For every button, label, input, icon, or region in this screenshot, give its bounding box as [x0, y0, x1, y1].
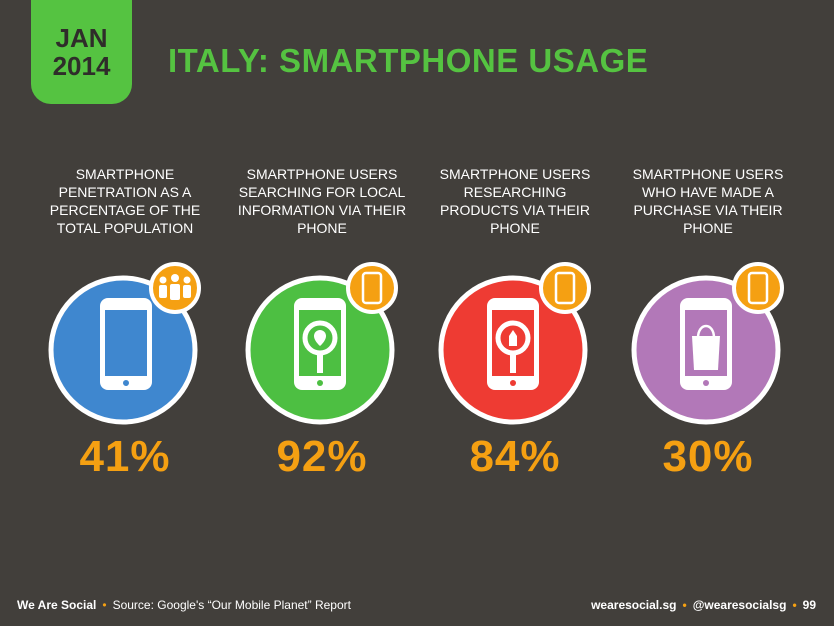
- stat-local-search: SMARTPHONE USERS SEARCHING FOR LOCAL INF…: [232, 165, 412, 481]
- stat-value: 84%: [469, 432, 561, 481]
- footer-brand: We Are Social: [17, 598, 97, 612]
- date-year: 2014: [52, 51, 111, 81]
- footer-site: wearesocial.sg: [591, 598, 677, 612]
- page-title: ITALY: SMARTPHONE USAGE: [168, 42, 649, 79]
- footer-source: We Are Social • Source: Google's “Our Mobi…: [17, 598, 351, 612]
- stat-product-research: SMARTPHONE USERS RESEARCHING PRODUCTS VI…: [425, 165, 605, 481]
- stat-penetration: SMARTPHONE PENETRATION AS A PERCENTAGE O…: [35, 165, 215, 481]
- footer-links: wearesocial.sg • @wearesocialsg • 99: [591, 598, 816, 612]
- footer-handle: @wearesocialsg: [692, 598, 787, 612]
- stat-circle: [35, 258, 215, 438]
- page-number: 99: [802, 598, 816, 612]
- stat-label: SMARTPHONE USERS WHO HAVE MADE A PURCHAS…: [632, 166, 784, 236]
- stat-circle: [232, 258, 412, 438]
- mobile-icon: [732, 262, 784, 314]
- stat-value: 41%: [79, 432, 171, 481]
- product-search-icon: [495, 320, 531, 373]
- stat-value: 30%: [662, 432, 754, 481]
- people-icon: [149, 262, 201, 314]
- stat-label: SMARTPHONE USERS RESEARCHING PRODUCTS VI…: [439, 166, 591, 236]
- stat-label: SMARTPHONE PENETRATION AS A PERCENTAGE O…: [49, 166, 201, 236]
- stat-value: 92%: [276, 432, 368, 481]
- footer-source-text: Source: Google's “Our Mobile Planet” Rep…: [112, 598, 351, 612]
- mobile-icon: [539, 262, 591, 314]
- stat-label: SMARTPHONE USERS SEARCHING FOR LOCAL INF…: [237, 166, 407, 236]
- stat-purchase: SMARTPHONE USERS WHO HAVE MADE A PURCHAS…: [618, 165, 798, 481]
- date-badge: JAN 2014: [31, 0, 132, 104]
- smartphone-icon: [100, 298, 152, 390]
- mobile-icon: [346, 262, 398, 314]
- stat-circle: [618, 258, 798, 438]
- shopping-bag-icon: [692, 324, 720, 370]
- date-month: JAN: [55, 23, 108, 53]
- location-search-icon: [302, 320, 338, 373]
- stat-circle: [425, 258, 605, 438]
